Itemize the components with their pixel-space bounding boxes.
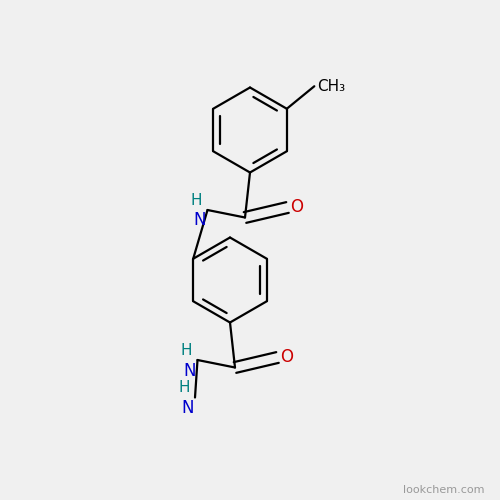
- Text: CH₃: CH₃: [317, 78, 345, 94]
- Text: O: O: [290, 198, 304, 216]
- Text: H: H: [181, 343, 192, 358]
- Text: N: N: [181, 399, 194, 417]
- Text: H: H: [191, 193, 202, 208]
- Text: N: N: [194, 212, 206, 230]
- Text: lookchem.com: lookchem.com: [404, 485, 485, 495]
- Text: H: H: [178, 380, 190, 396]
- Text: N: N: [184, 362, 196, 380]
- Text: O: O: [280, 348, 293, 366]
